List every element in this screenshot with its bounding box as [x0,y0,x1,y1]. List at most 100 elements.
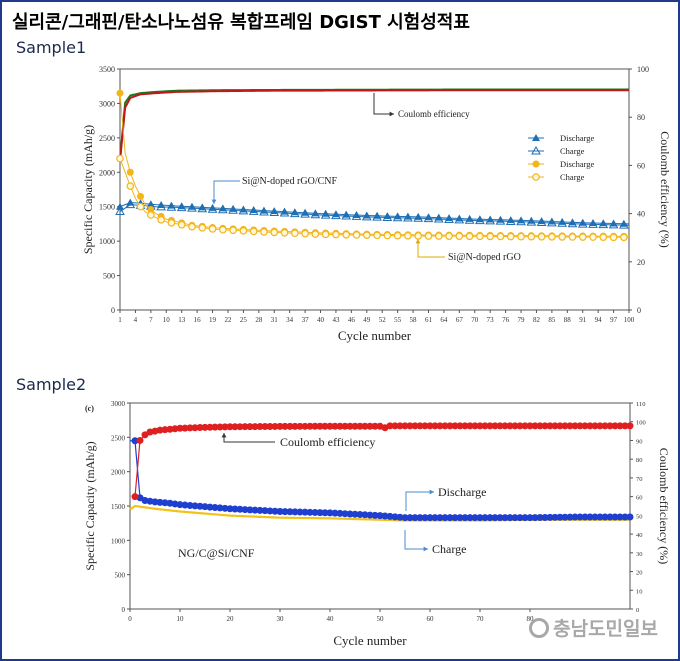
chart-sample2: (c)0500100015002000250030000102030405060… [83,400,671,648]
y2-tick-label: 100 [636,420,646,427]
data-point [537,232,546,241]
x-tick-label: 52 [379,316,387,324]
data-point [626,422,634,430]
x-tick-label: 76 [502,316,510,324]
data-point [362,231,371,239]
legend-marker [532,134,540,141]
x-tick-label: 31 [271,316,279,324]
data-point [116,89,124,97]
panel-label: (c) [85,404,94,413]
y-tick-label: 2500 [111,434,126,442]
y2-axis-label: Coulomb efficiency (%) [657,448,671,564]
data-point [445,232,453,240]
y2-axis-label: Coulomb efficiency (%) [658,131,672,247]
y2-tick-label: 0 [636,607,639,614]
series-line [119,93,630,237]
x-tick-label: 10 [177,615,185,623]
x-tick-label: 34 [286,316,294,324]
data-point [361,211,372,221]
x-tick-label: 1 [118,316,122,324]
y2-tick-label: 60 [637,161,645,170]
data-point [382,212,393,221]
annotation-arrow-rgo-cnf-head [211,199,217,204]
data-point [620,233,628,242]
data-point [219,225,227,234]
data-point [464,215,475,224]
data-point [383,231,392,240]
y-tick-label: 3500 [99,65,115,74]
data-point [589,233,597,241]
data-point [239,227,248,235]
data-point [626,513,634,521]
annotation-rgo-cnf: Si@N-doped rGO/CNF [242,176,337,187]
x-tick-label: 60 [427,615,435,623]
x-tick-label: 30 [277,615,285,623]
annotation-material: NG/C@Si/CNF [178,546,255,560]
data-point [341,211,352,220]
x-tick-label: 40 [327,615,335,623]
annotation-arrow-rgo [417,239,445,258]
sample1-label: Sample1 [16,38,87,57]
data-point [300,209,310,218]
x-tick-label: 82 [533,316,541,324]
data-point [321,230,330,239]
data-point [609,233,618,242]
data-point [568,233,577,241]
data-point [229,226,237,235]
data-point [269,207,280,216]
y2-tick-label: 80 [637,113,645,122]
annotation-arrow-coulomb [373,93,394,115]
plot-area [119,68,630,311]
x-axis-label: Cycle number [338,328,412,343]
data-point [392,212,403,222]
x-tick-label: 94 [595,316,603,324]
data-point [217,204,228,214]
y2-tick-label: 110 [636,401,646,408]
y2-tick-label: 50 [636,513,643,520]
data-point [136,202,145,211]
data-point [259,206,269,216]
x-tick-label: 88 [564,316,572,324]
data-point [116,202,124,210]
annotation-arrow-charge [404,530,428,550]
data-point [125,199,136,209]
legend-entry: Discharge [560,159,595,169]
x-tick-label: 0 [128,615,132,623]
data-point [332,230,340,239]
annotation-arrow-charge-head [423,546,428,552]
watermark-text: 충남도민일보 [553,618,658,640]
data-point [496,232,505,241]
x-tick-label: 55 [394,316,402,324]
y2-tick-label: 70 [636,476,643,483]
data-point [157,215,165,224]
data-point [156,201,166,211]
data-point [424,232,433,240]
data-point [116,154,124,163]
data-point [310,209,321,219]
data-point [444,214,454,223]
x-tick-label: 91 [579,316,587,324]
data-point [342,230,351,239]
data-point [208,225,217,233]
y-tick-label: 3000 [111,400,126,408]
data-point [547,217,557,227]
data-point [557,218,568,227]
y-tick-label: 0 [122,606,126,614]
data-point [331,210,341,220]
y2-tick-label: 20 [636,570,643,577]
annotation-arrow-rgo-head [415,239,421,244]
data-point [131,493,139,501]
x-tick-label: 43 [332,316,340,324]
data-point [526,217,537,226]
legend-entry: Discharge [560,133,595,143]
x-tick-label: 25 [240,316,248,324]
x-tick-label: 22 [224,316,232,324]
data-point [207,204,218,213]
y-tick-label: 1500 [111,503,126,511]
data-point [578,233,587,241]
series-line-coulomb [134,425,630,497]
annotation-arrow-discharge-head [429,489,434,495]
x-tick-label: 70 [477,615,485,623]
x-tick-label: 100 [624,316,635,324]
data-point [279,208,290,217]
